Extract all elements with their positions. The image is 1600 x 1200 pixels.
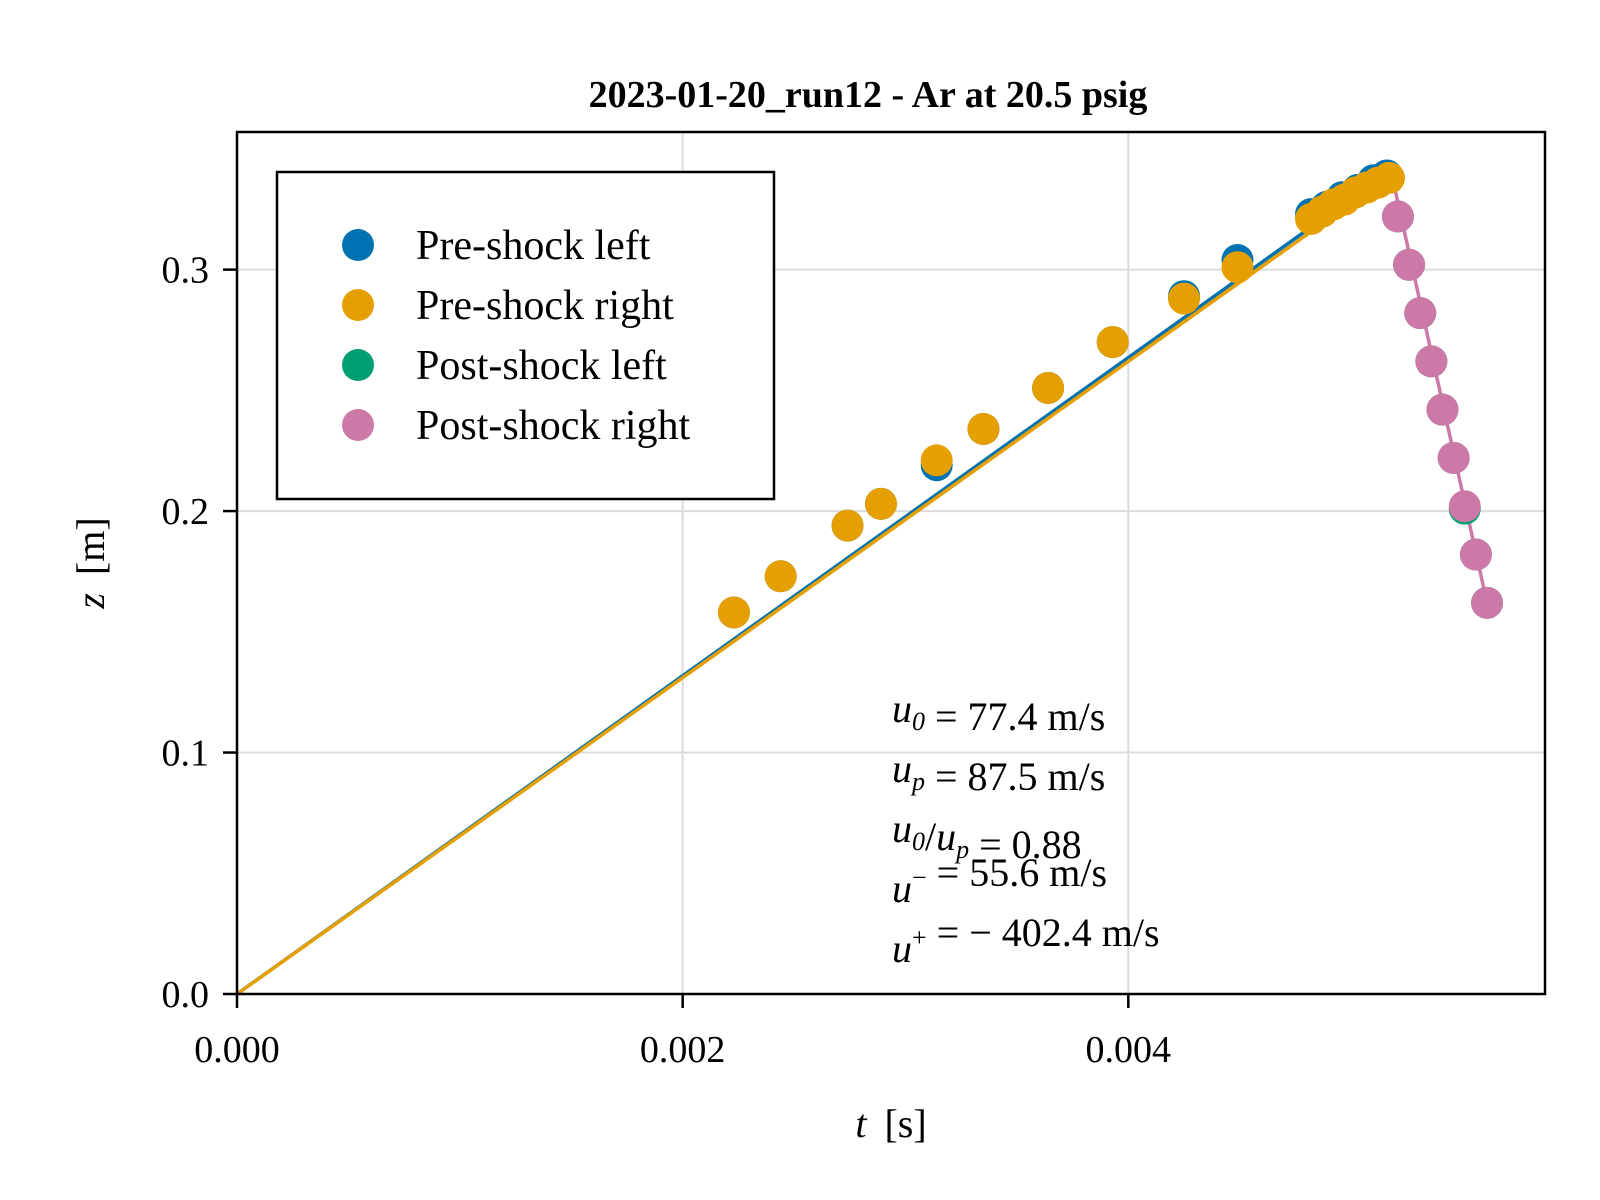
y-axis-var: z (68, 593, 113, 610)
x-tick-label: 0.000 (194, 1029, 280, 1071)
annotation-line: u+ = − 402.4 m/s (892, 910, 1160, 971)
legend-marker-pre-shock-left (342, 229, 374, 261)
annotation-line: u0/up = 0.88 (892, 806, 1082, 867)
pre-shock-right-point (764, 560, 797, 593)
plot-frame (235, 130, 1547, 996)
pre-shock-right-point (1096, 326, 1129, 359)
pre-shock-right-point (1221, 251, 1254, 284)
y-axis-unit: [m] (68, 517, 113, 575)
x-axis-label: t [s] (855, 1101, 926, 1146)
annotations: u0 = 77.4 m/s up = 87.5 m/s u0/up = 0.88u−… (892, 686, 1160, 971)
chart-title: 2023-01-20_run12 - Ar at 20.5 psig (589, 74, 1148, 116)
post-shock-right-point (1471, 586, 1504, 619)
post-shock-right-point (1415, 345, 1448, 378)
ticks: 0.000 0.002 0.004 0.0 0.1 0.2 0.3 (162, 250, 1172, 1071)
x-axis-var: t (855, 1101, 867, 1146)
pre-shock-right-point (864, 487, 897, 520)
fit-line (235, 176, 1388, 996)
legend-box (275, 170, 776, 501)
data-points (717, 159, 1504, 629)
post-shock-right-point (1459, 538, 1492, 571)
pre-shock-right-point (1032, 371, 1065, 404)
annotation-line: u− = 55.6 m/s (892, 850, 1107, 911)
y-tick-label: 0.0 (162, 974, 210, 1016)
post-shock-right-point (1393, 248, 1426, 281)
post-shock-right-point (1381, 200, 1414, 233)
legend-label-pre-shock-right: Pre-shock right (416, 283, 674, 329)
legend-label-pre-shock-left: Pre-shock left (416, 223, 651, 269)
y-tick-label: 0.1 (162, 733, 210, 775)
pre-shock-right-point (831, 509, 864, 542)
legend-marker-pre-shock-right (342, 289, 374, 321)
y-tick-label: 0.2 (162, 491, 210, 533)
legend-label-post-shock-left: Post-shock left (416, 343, 667, 389)
post-shock-right-point (1404, 297, 1437, 330)
pre-shock-right-point (1373, 161, 1406, 194)
legend: Pre-shock left Pre-shock right Post-shock … (275, 170, 776, 501)
y-tick-label: 0.3 (162, 250, 210, 292)
pre-shock-right-point (1168, 282, 1201, 315)
legend-label-post-shock-right: Post-shock right (416, 403, 691, 449)
pre-shock-right-point (967, 412, 1000, 445)
legend-marker-post-shock-right (342, 409, 374, 441)
pre-shock-right-point (717, 596, 750, 629)
x-tick-label: 0.002 (640, 1029, 726, 1071)
legend-items: Pre-shock left Pre-shock right Post-shock … (342, 223, 691, 449)
post-shock-right-point (1448, 490, 1481, 523)
x-tick-label: 0.004 (1086, 1029, 1172, 1071)
post-shock-right-point (1426, 393, 1459, 426)
x-axis-unit: [s] (884, 1101, 926, 1146)
annotation-line: up = 87.5 m/s (892, 746, 1105, 799)
pre-shock-right-point (920, 444, 953, 477)
y-axis-label: z [m] (68, 517, 113, 609)
post-shock-right-point (1437, 441, 1470, 474)
annotation-line: u0 = 77.4 m/s (892, 686, 1105, 739)
legend-marker-post-shock-left (342, 349, 374, 381)
